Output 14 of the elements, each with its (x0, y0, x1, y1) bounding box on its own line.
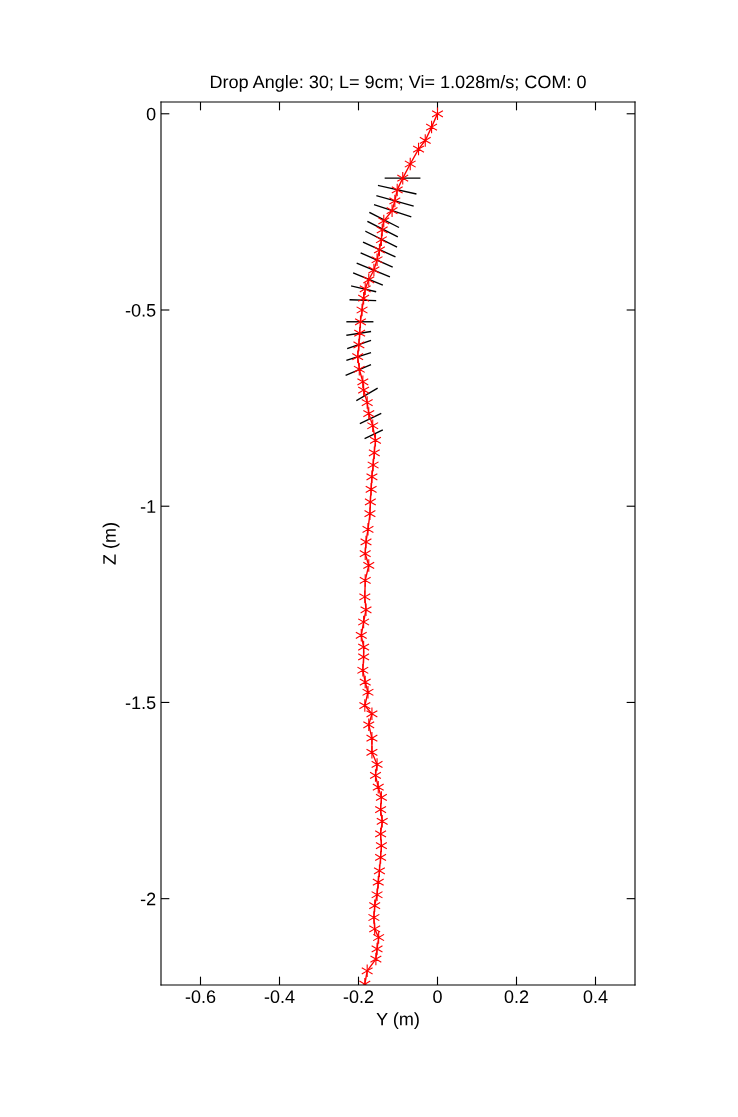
y-tick-label: -0.5 (125, 303, 156, 317)
x-axis-title: Y (m) (376, 1012, 419, 1030)
x-tick-label: 0.2 (504, 990, 529, 1004)
chart-title: Drop Angle: 30; L= 9cm; Vi= 1.028m/s; COM: 0 (210, 75, 586, 92)
x-tick-label: 0.4 (583, 990, 608, 1004)
x-tick-label: -0.6 (185, 990, 216, 1004)
x-tick-label: -0.4 (264, 990, 295, 1004)
y-axis-title: Z (m) (102, 523, 120, 565)
y-tick-label: 0 (146, 107, 156, 121)
x-tick-label: -0.2 (343, 990, 374, 1004)
y-tick-label: -1 (140, 500, 156, 513)
y-tick-label: -2 (140, 892, 156, 906)
y-tick-label: -1.5 (125, 696, 156, 710)
x-tick-label: 0 (433, 990, 442, 1004)
